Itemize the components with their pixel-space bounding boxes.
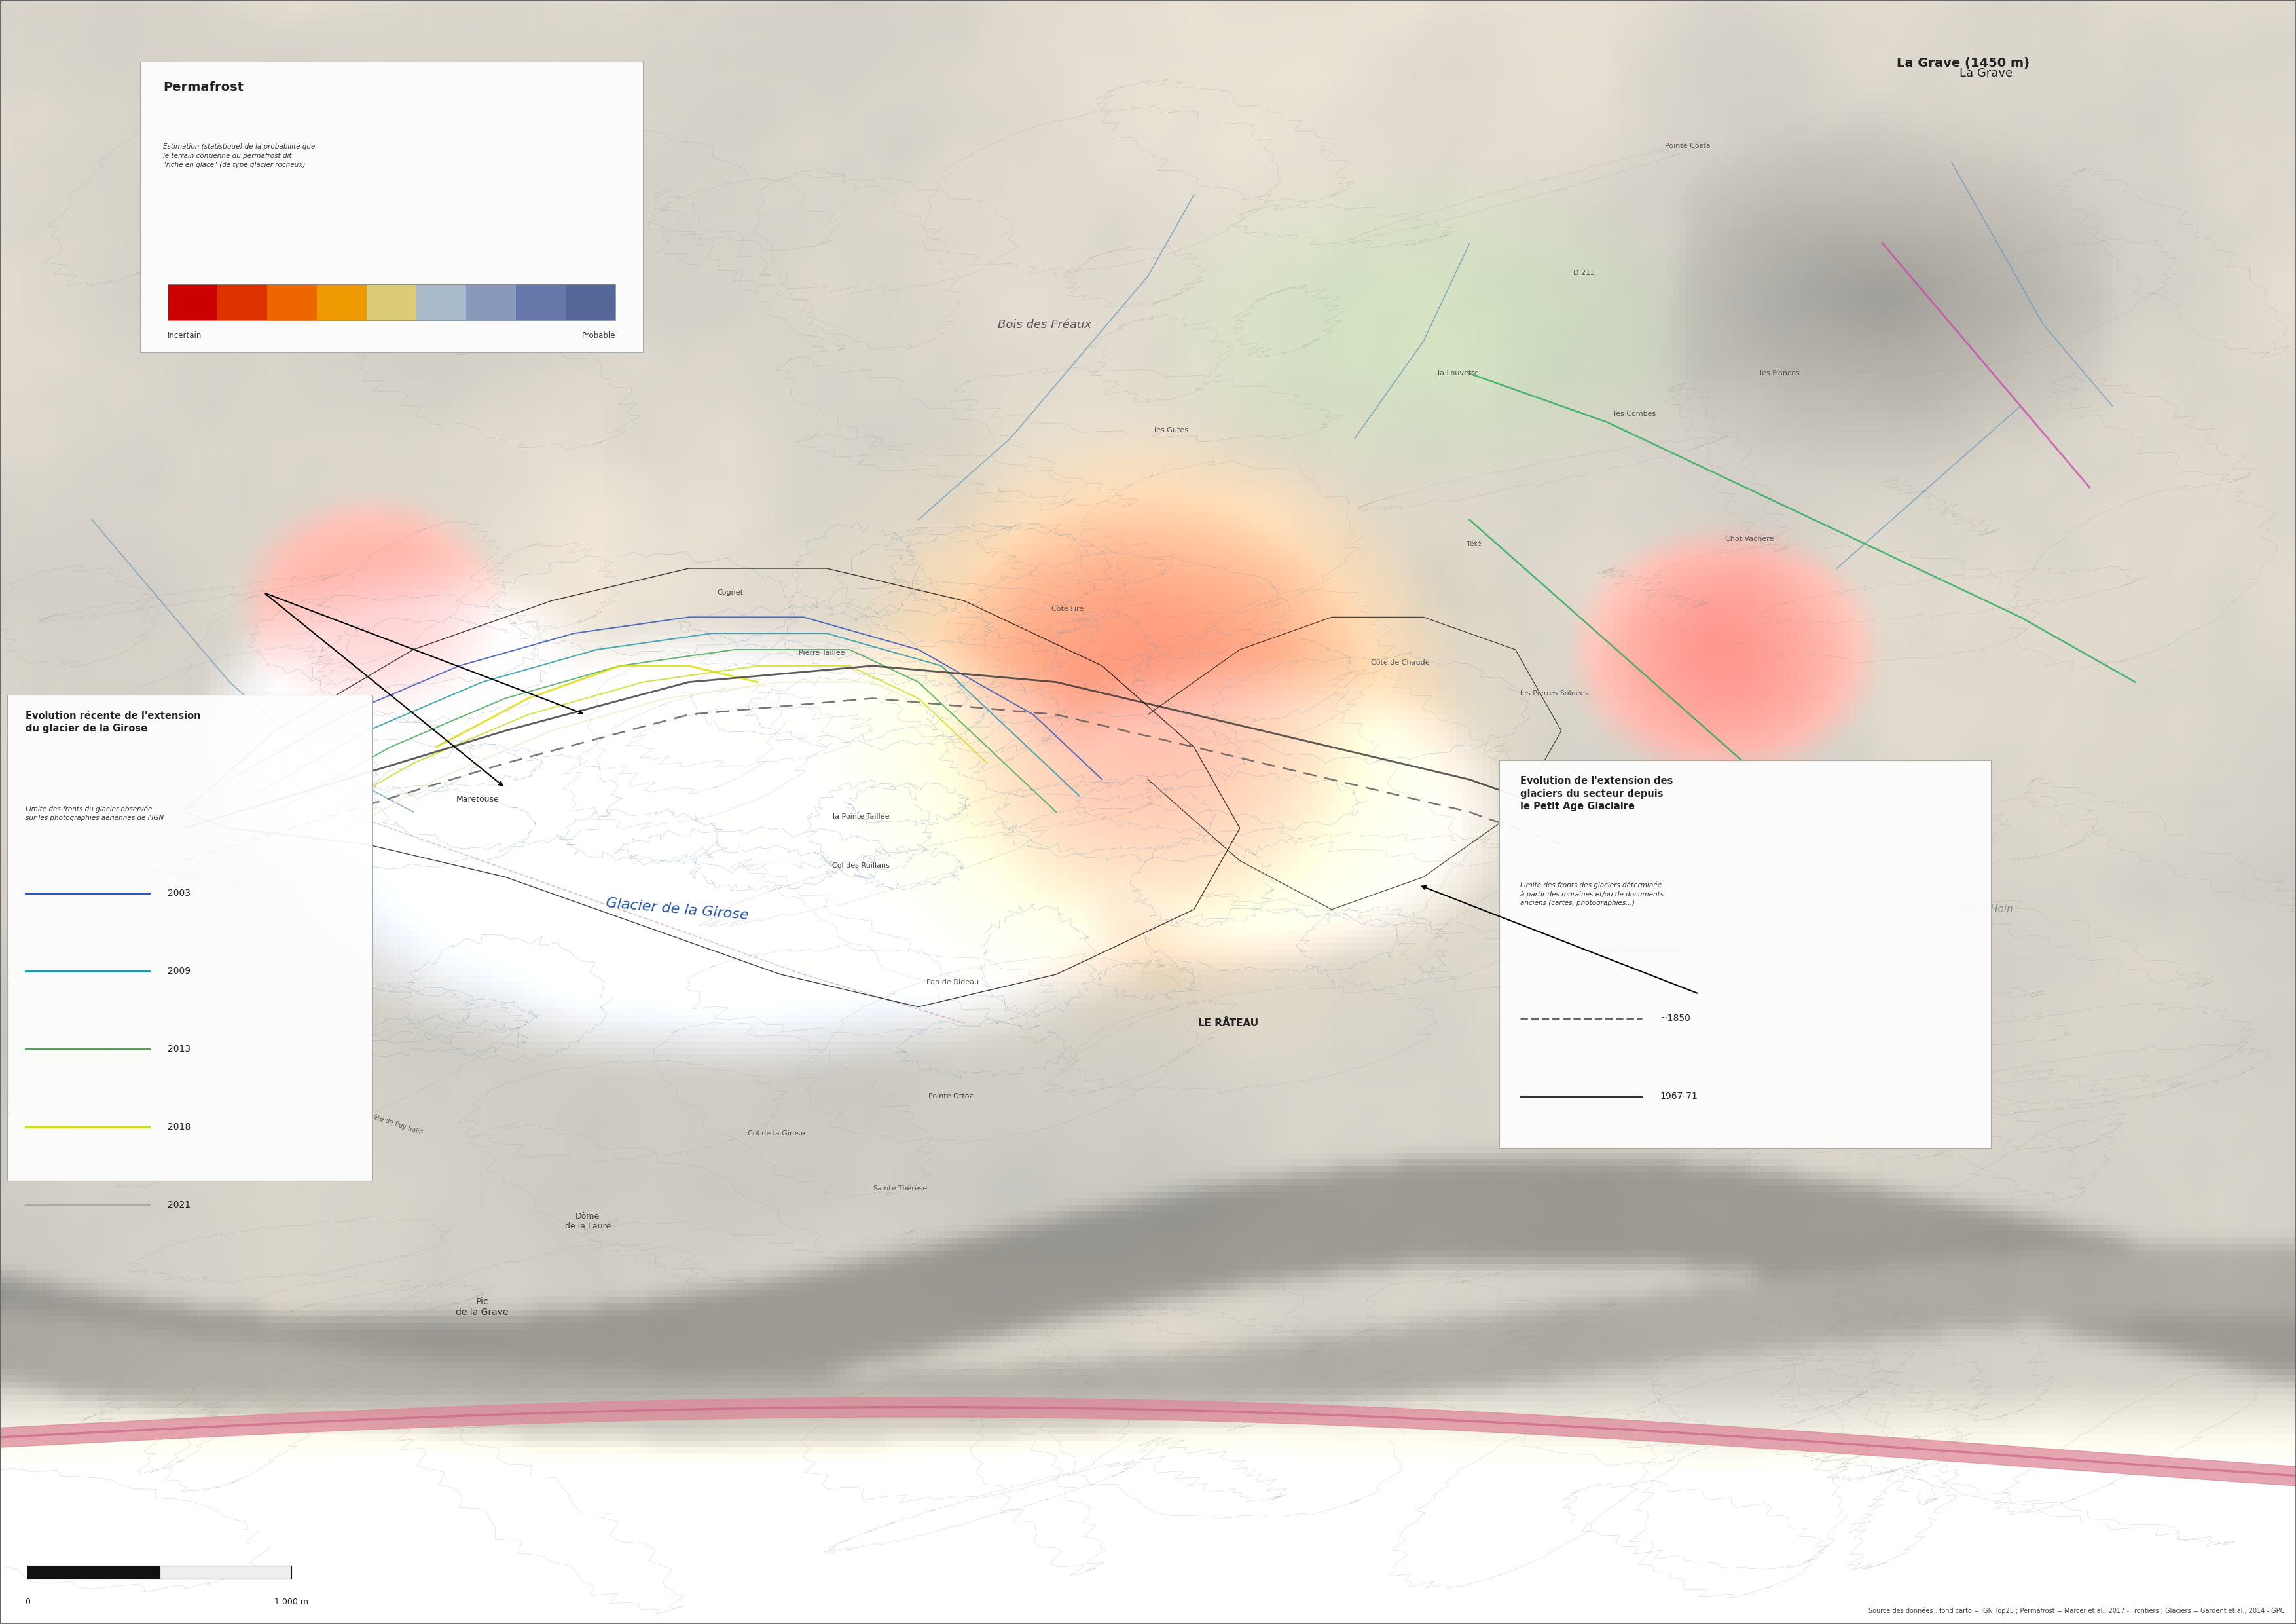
Text: Tété: Tété — [1467, 541, 1481, 547]
Text: la Louvette: la Louvette — [1437, 370, 1479, 377]
Text: Permafrost: Permafrost — [163, 81, 243, 94]
Bar — [168, 284, 615, 320]
Text: les Pierres Soluées: les Pierres Soluées — [1520, 690, 1589, 697]
Text: 2009: 2009 — [168, 966, 191, 976]
Text: Limite des fronts du glacier observée
sur les photographies aériennes de l'IGN: Limite des fronts du glacier observée su… — [25, 806, 163, 822]
Text: 2013: 2013 — [168, 1044, 191, 1054]
Text: Bec d'Hoin: Bec d'Hoin — [1958, 905, 2014, 914]
Text: Dôme
de la Laure: Dôme de la Laure — [565, 1212, 611, 1231]
Text: 1 000 m: 1 000 m — [276, 1598, 308, 1606]
Text: Pointe Costa: Pointe Costa — [1665, 143, 1711, 149]
FancyBboxPatch shape — [1499, 760, 1991, 1148]
Text: Estimation (statistique) de la probabilité que
le terrain contienne du permafros: Estimation (statistique) de la probabili… — [163, 143, 315, 169]
Text: Limite des fronts des glaciers déterminée
à partir des moraines et/ou de documen: Limite des fronts des glaciers déterminé… — [1520, 882, 1662, 906]
Bar — [317, 284, 367, 320]
Text: les Gutes: les Gutes — [1155, 427, 1187, 434]
Bar — [218, 284, 266, 320]
Text: Sainte-Thérèse: Sainte-Thérèse — [872, 1186, 928, 1192]
Text: Cognet: Cognet — [716, 590, 744, 596]
Text: Evolution récente de l'extension
du glacier de la Girose: Evolution récente de l'extension du glac… — [25, 711, 200, 734]
Text: Pierre Taillée: Pierre Taillée — [799, 650, 845, 656]
Text: Chot Vachère: Chot Vachère — [1724, 536, 1775, 542]
Text: Côte Fire: Côte Fire — [1052, 606, 1084, 612]
Bar — [367, 284, 416, 320]
Bar — [158, 1566, 292, 1579]
Bar — [28, 1566, 161, 1579]
Text: les Combes: les Combes — [1614, 411, 1655, 417]
Text: Pic
de la Grave: Pic de la Grave — [457, 1298, 507, 1317]
Text: Source des données : fond carto = IGN Top25 ; Permafrost = Marcer et al., 2017 -: Source des données : fond carto = IGN To… — [1869, 1608, 2285, 1614]
Text: D 213: D 213 — [1573, 270, 1596, 276]
Text: 2021: 2021 — [168, 1200, 191, 1210]
Text: Côte de Chaude: Côte de Chaude — [1371, 659, 1430, 666]
Bar — [416, 284, 466, 320]
Text: Bois des Fréaux: Bois des Fréaux — [999, 318, 1091, 331]
Text: 1967-71: 1967-71 — [1660, 1091, 1699, 1101]
Text: La Grave (1450 m): La Grave (1450 m) — [1896, 57, 2030, 70]
Text: Crête de Puy Salié: Crête de Puy Salié — [365, 1111, 425, 1137]
Text: les Fiancos: les Fiancos — [1759, 370, 1800, 377]
Text: 2003: 2003 — [168, 888, 191, 898]
Text: Glacier de la Girose: Glacier de la Girose — [606, 896, 748, 922]
Text: Maretouse: Maretouse — [457, 794, 498, 804]
FancyBboxPatch shape — [140, 62, 643, 352]
Bar — [266, 284, 317, 320]
Text: 2018: 2018 — [168, 1122, 191, 1132]
Text: LE RÂTEAU: LE RÂTEAU — [1199, 1018, 1258, 1028]
Text: Pan de Rideau: Pan de Rideau — [928, 979, 978, 986]
Bar — [565, 284, 615, 320]
Bar — [466, 284, 517, 320]
Text: ~1850: ~1850 — [1660, 1013, 1690, 1023]
Text: 0: 0 — [25, 1598, 30, 1606]
Text: Col des Ruillans: Col des Ruillans — [831, 862, 891, 869]
Text: Pointe Ottoz: Pointe Ottoz — [928, 1093, 974, 1099]
Bar — [168, 284, 218, 320]
Text: La Grave: La Grave — [1958, 67, 2014, 80]
Text: Glacier de Mont-de-Lans: Glacier de Mont-de-Lans — [145, 866, 246, 888]
FancyBboxPatch shape — [7, 695, 372, 1181]
Text: Col de la Girose: Col de la Girose — [748, 1130, 804, 1137]
Text: Incertain: Incertain — [168, 331, 202, 339]
Text: Evolution de l'extension des
glaciers du secteur depuis
le Petit Age Glaciaire: Evolution de l'extension des glaciers du… — [1520, 776, 1674, 812]
Text: Blanche de la Saukure: Blanche de la Saukure — [1598, 947, 1681, 953]
Text: la Pointe Taillée: la Pointe Taillée — [833, 814, 889, 820]
Text: Probable: Probable — [581, 331, 615, 339]
Bar — [517, 284, 565, 320]
